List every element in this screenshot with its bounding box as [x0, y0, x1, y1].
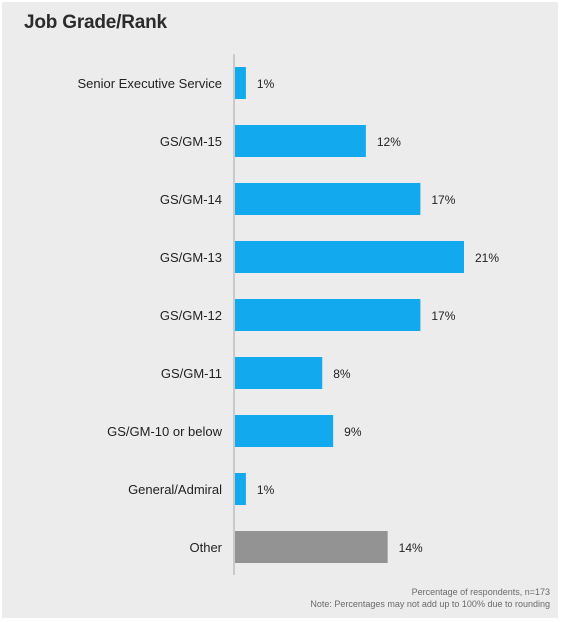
bar [235, 183, 421, 215]
category-label: Senior Executive Service [77, 76, 222, 91]
value-label: 17% [431, 193, 455, 207]
footnote-sample-size: Percentage of respondents, n=173 [411, 587, 550, 597]
bar [235, 531, 388, 563]
value-label: 9% [344, 425, 362, 439]
bar [235, 125, 366, 157]
value-label: 17% [431, 309, 455, 323]
bar [235, 473, 246, 505]
value-label: 1% [257, 77, 275, 91]
footnote: Percentage of respondents, n=173 Note: P… [310, 586, 550, 610]
category-label: GS/GM-14 [160, 192, 222, 207]
bar [235, 299, 421, 331]
footnote-rounding-note: Note: Percentages may not add up to 100%… [310, 599, 550, 609]
bar [235, 241, 464, 273]
value-label: 14% [399, 541, 423, 555]
value-label: 21% [475, 251, 499, 265]
value-label: 12% [377, 135, 401, 149]
value-label: 8% [333, 367, 351, 381]
bar [235, 67, 246, 99]
category-label: GS/GM-12 [160, 308, 222, 323]
bar [235, 415, 334, 447]
category-label: GS/GM-13 [160, 250, 222, 265]
category-label: GS/GM-11 [161, 366, 222, 381]
category-label: GS/GM-10 or below [107, 424, 222, 439]
category-label: General/Admiral [128, 482, 222, 497]
value-label: 1% [257, 483, 275, 497]
bar [235, 357, 323, 389]
category-label: GS/GM-15 [160, 134, 222, 149]
chart-title: Job Grade/Rank [24, 12, 167, 33]
category-label: Other [189, 540, 222, 555]
